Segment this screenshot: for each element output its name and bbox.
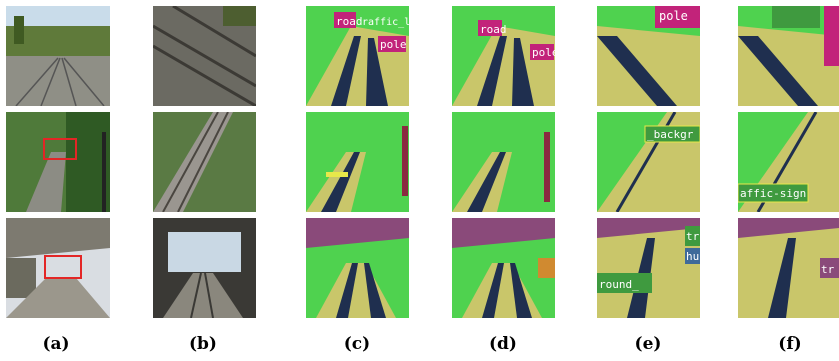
label-road: road xyxy=(336,15,363,28)
photo-a-row3 xyxy=(6,218,110,318)
label-traffic-sign-f: affic-sign xyxy=(740,187,806,200)
seg-d-row1: road pole xyxy=(452,6,555,106)
seg-c-row3 xyxy=(306,218,409,318)
seg-f-row3: tr xyxy=(738,218,839,318)
photo-b-row1 xyxy=(153,6,256,106)
seg-e-row1: pole xyxy=(597,6,700,106)
caption-e: (e) xyxy=(634,334,662,354)
label-pole-e: pole xyxy=(659,9,688,23)
highlight-box xyxy=(43,138,77,160)
seg-e-row3: round_ tr hu xyxy=(597,218,700,318)
caption-d: (d) xyxy=(489,334,517,354)
label-tr-f: tr xyxy=(821,263,835,276)
caption-b: (b) xyxy=(189,334,217,354)
photo-a-row2 xyxy=(6,112,110,212)
label-traffic-light: raffic_light xyxy=(362,17,409,28)
seg-d-row2 xyxy=(452,112,555,212)
photo-b-row3 xyxy=(153,218,256,318)
photo-b-row2 xyxy=(153,112,256,212)
seg-f-row1 xyxy=(738,6,839,106)
label-tr-e: tr xyxy=(686,230,700,243)
seg-e-row2: _backgr xyxy=(597,112,700,212)
label-pole: pole xyxy=(380,38,407,51)
label-background-e: _backgr xyxy=(647,128,694,141)
caption-a: (a) xyxy=(42,334,70,354)
photo-a-row1 xyxy=(6,6,110,106)
seg-c-row1: road raffic_light pole xyxy=(306,6,409,106)
seg-c-row2 xyxy=(306,112,409,212)
caption-c: (c) xyxy=(343,334,371,354)
label-hu-e: hu xyxy=(686,250,699,263)
label-ground-e: round_ xyxy=(599,278,639,291)
label-road-d: road xyxy=(480,23,507,36)
seg-d-row3 xyxy=(452,218,555,318)
seg-f-row2: affic-sign xyxy=(738,112,839,212)
label-pole-d: pole xyxy=(532,46,555,59)
caption-f: (f) xyxy=(778,334,802,354)
